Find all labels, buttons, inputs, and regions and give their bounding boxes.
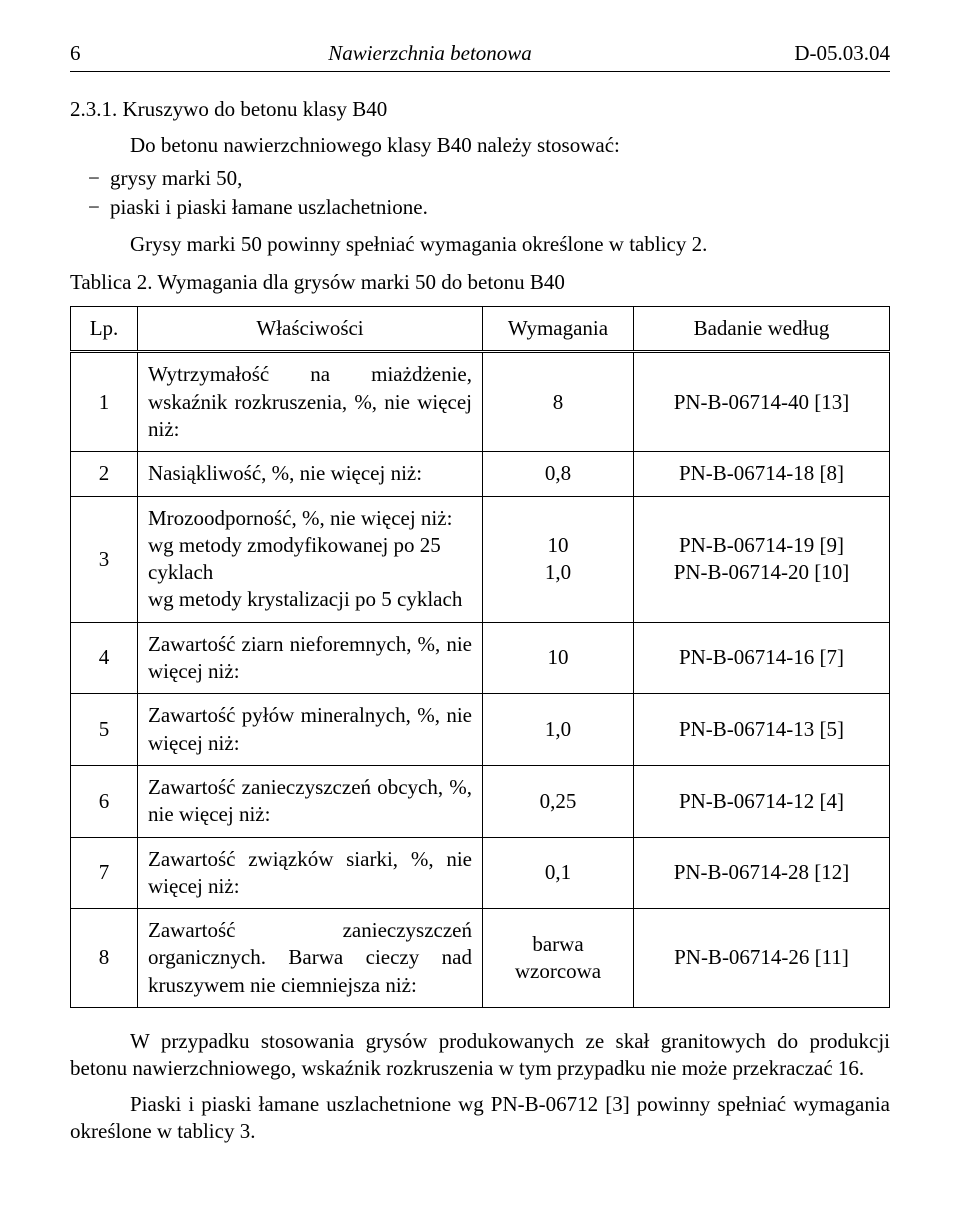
cell-prop: Nasiąkliwość, %, nie więcej niż: [138, 452, 483, 496]
cell-prop: Wytrzymałość na miażdżenie, wskaźnik roz… [138, 352, 483, 452]
requirements-table: Lp. Właściwości Wymagania Badanie według… [70, 306, 890, 1008]
cell-lp: 5 [71, 694, 138, 766]
table-caption: Tablica 2. Wymagania dla grysów marki 50… [70, 269, 890, 296]
table-row: 8 Zawartość zanieczyszczeń organicznych.… [71, 909, 890, 1008]
page: 6 Nawierzchnia betonowa D-05.03.04 2.3.1… [0, 0, 960, 1213]
cell-req: barwa wzorcowa [483, 909, 634, 1008]
intro-text: Do betonu nawierzchniowego klasy B40 nal… [70, 132, 890, 159]
list-item: grysy marki 50, [88, 165, 890, 192]
section-heading: 2.3.1. Kruszywo do betonu klasy B40 [70, 96, 890, 123]
table-row: 1 Wytrzymałość na miażdżenie, wskaźnik r… [71, 352, 890, 452]
cell-req: 0,1 [483, 837, 634, 909]
cell-lp: 3 [71, 496, 138, 622]
cell-lp: 8 [71, 909, 138, 1008]
th-test: Badanie według [634, 307, 890, 352]
th-properties: Właściwości [138, 307, 483, 352]
header-code: D-05.03.04 [750, 40, 890, 67]
cell-prop: Zawartość zanieczyszczeń obcych, %, nie … [138, 765, 483, 837]
cell-test: PN-B-06714-28 [12] [634, 837, 890, 909]
list-item: piaski i piaski łamane uszlachetnione. [88, 194, 890, 221]
cell-test: PN-B-06714-13 [5] [634, 694, 890, 766]
cell-req: 1,0 [483, 694, 634, 766]
cell-test: PN-B-06714-16 [7] [634, 622, 890, 694]
cell-lp: 1 [71, 352, 138, 452]
cell-prop: Zawartość pyłów mineralnych, %, nie więc… [138, 694, 483, 766]
cell-prop: Mrozoodporność, %, nie więcej niż: wg me… [138, 496, 483, 622]
cell-test: PN-B-06714-19 [9] PN-B-06714-20 [10] [634, 496, 890, 622]
cell-req: 8 [483, 352, 634, 452]
table-row: 7 Zawartość związków siarki, %, nie więc… [71, 837, 890, 909]
cell-prop: Zawartość zanieczyszczeń organicznych. B… [138, 909, 483, 1008]
cell-test: PN-B-06714-12 [4] [634, 765, 890, 837]
table-row: 2 Nasiąkliwość, %, nie więcej niż: 0,8 P… [71, 452, 890, 496]
cell-req: 10 1,0 [483, 496, 634, 622]
bullet-list: grysy marki 50, piaski i piaski łamane u… [70, 165, 890, 222]
footer-paragraph-1: W przypadku stosowania grysów produkowan… [70, 1028, 890, 1083]
header-title: Nawierzchnia betonowa [110, 40, 750, 67]
cell-lp: 4 [71, 622, 138, 694]
cell-lp: 2 [71, 452, 138, 496]
table-row: 6 Zawartość zanieczyszczeń obcych, %, ni… [71, 765, 890, 837]
cell-lp: 6 [71, 765, 138, 837]
table-row: 4 Zawartość ziarn nieforemnych, %, nie w… [71, 622, 890, 694]
th-lp: Lp. [71, 307, 138, 352]
page-header: 6 Nawierzchnia betonowa D-05.03.04 [70, 40, 890, 72]
cell-req: 10 [483, 622, 634, 694]
table-header-row: Lp. Właściwości Wymagania Badanie według [71, 307, 890, 352]
cell-req: 0,8 [483, 452, 634, 496]
cell-test: PN-B-06714-26 [11] [634, 909, 890, 1008]
table-row: 5 Zawartość pyłów mineralnych, %, nie wi… [71, 694, 890, 766]
cell-req: 0,25 [483, 765, 634, 837]
cell-lp: 7 [71, 837, 138, 909]
cell-test: PN-B-06714-18 [8] [634, 452, 890, 496]
cell-prop: Zawartość ziarn nieforemnych, %, nie wię… [138, 622, 483, 694]
footer-paragraph-2: Piaski i piaski łamane uszlachetnione wg… [70, 1091, 890, 1146]
cell-test: PN-B-06714-40 [13] [634, 352, 890, 452]
post-list-text: Grysy marki 50 powinny spełniać wymagani… [70, 231, 890, 258]
cell-prop: Zawartość związków siarki, %, nie więcej… [138, 837, 483, 909]
page-number: 6 [70, 40, 110, 67]
table-row: 3 Mrozoodporność, %, nie więcej niż: wg … [71, 496, 890, 622]
th-requirements: Wymagania [483, 307, 634, 352]
